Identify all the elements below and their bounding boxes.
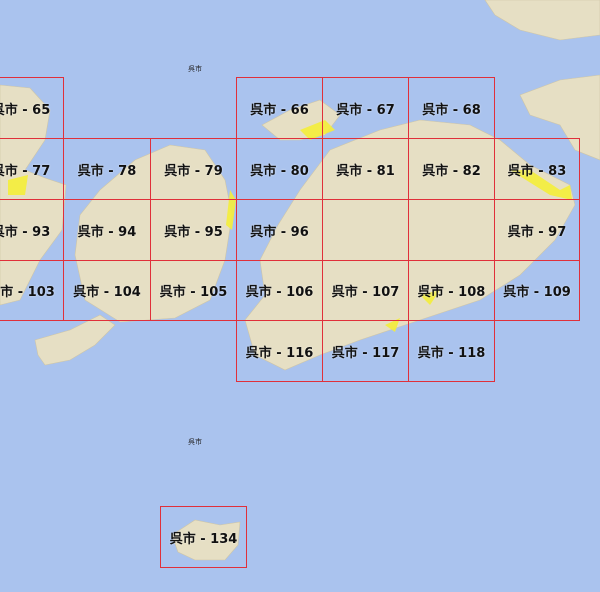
sheet-label: 呉市 - 94 bbox=[77, 224, 137, 240]
sheet-label: 呉市 - 83 bbox=[507, 163, 567, 179]
sheet-label: 呉市 - 66 bbox=[250, 102, 309, 118]
sheet-label: 呉市 - 108 bbox=[417, 285, 486, 300]
sheet-label: 呉市 - 80 bbox=[250, 163, 309, 179]
map-sheet-cell[interactable]: 呉市 - 97 bbox=[494, 199, 580, 261]
map-sheet-cell[interactable]: 呉市 - 94 bbox=[63, 199, 151, 261]
map-sheet-cell[interactable]: 呉市 - 108 bbox=[408, 260, 495, 321]
land-right bbox=[519, 74, 600, 161]
map-sheet-cell[interactable]: 呉市 - 107 bbox=[322, 260, 409, 321]
sheet-label: 呉市 - 107 bbox=[331, 285, 400, 300]
map-sheet-cell[interactable]: 呉市 - 104 bbox=[63, 260, 151, 321]
map-sheet-cell[interactable]: 呉市 - 134 bbox=[160, 506, 247, 568]
place-label: 呉市 bbox=[188, 65, 202, 73]
map-sheet-cell[interactable]: 呉市 - 118 bbox=[408, 320, 495, 382]
map-sheet-cell[interactable]: 呉市 - 68 bbox=[408, 77, 495, 139]
map-sheet-cell[interactable]: 呉市 - 103 bbox=[0, 260, 64, 321]
map-sheet-cell[interactable]: 呉市 - 95 bbox=[150, 199, 237, 261]
map-sheet-cell[interactable]: 呉市 - 116 bbox=[236, 320, 323, 382]
sheet-label: 呉市 - 81 bbox=[336, 163, 395, 179]
map-sheet-cell[interactable]: 呉市 - 80 bbox=[236, 138, 323, 200]
map-sheet-cell[interactable]: 呉市 - 78 bbox=[63, 138, 151, 200]
land-small-island bbox=[34, 314, 116, 366]
map-sheet-cell[interactable]: 呉市 - 65 bbox=[0, 77, 64, 139]
map-sheet-cell[interactable]: 呉市 - 79 bbox=[150, 138, 237, 200]
highlight-area bbox=[510, 170, 572, 200]
sheet-label: 呉市 - 96 bbox=[250, 224, 309, 240]
sheet-label: 呉市 - 79 bbox=[164, 163, 223, 179]
map-sheet-cell[interactable]: 呉市 - 66 bbox=[236, 77, 323, 139]
map-sheet-cell[interactable]: 呉市 - 117 bbox=[322, 320, 409, 382]
highlight-area bbox=[385, 318, 400, 332]
land-middle-island bbox=[74, 144, 233, 323]
sheet-label: 呉市 - 65 bbox=[0, 102, 51, 118]
sheet-label: 呉市 - 103 bbox=[0, 285, 55, 300]
highlight-area bbox=[420, 290, 440, 305]
map-sheet-cell[interactable]: 呉市 - 77 bbox=[0, 138, 64, 200]
map-sheet-cell[interactable]: 呉市 - 106 bbox=[236, 260, 323, 321]
land-top-right bbox=[484, 0, 600, 41]
sheet-label: 呉市 - 134 bbox=[169, 531, 238, 547]
map-sheet-cell[interactable]: 呉市 - 83 bbox=[494, 138, 580, 200]
sheet-label: 呉市 - 78 bbox=[77, 163, 137, 179]
place-label: 呉市 bbox=[188, 438, 202, 446]
sheet-label: 呉市 - 106 bbox=[245, 285, 314, 300]
map-sheet-cell[interactable]: 呉市 - 82 bbox=[408, 138, 495, 200]
map-sheet-cell[interactable] bbox=[322, 199, 409, 261]
land-main-island bbox=[244, 119, 576, 371]
sheet-label: 呉市 - 67 bbox=[336, 102, 395, 118]
sheet-label: 呉市 - 118 bbox=[417, 345, 486, 361]
map-sheet-cell[interactable]: 呉市 - 109 bbox=[494, 260, 580, 321]
sheet-label: 呉市 - 93 bbox=[0, 224, 51, 240]
map-sheet-cell[interactable]: 呉市 - 93 bbox=[0, 199, 64, 261]
highlight-area bbox=[300, 120, 335, 140]
sheet-label: 呉市 - 97 bbox=[507, 224, 567, 240]
sheet-label: 呉市 - 109 bbox=[503, 285, 571, 300]
highlight-area bbox=[226, 190, 236, 230]
sheet-label: 呉市 - 82 bbox=[422, 163, 481, 179]
map-sheet-cell[interactable]: 呉市 - 105 bbox=[150, 260, 237, 321]
sheet-label: 呉市 - 105 bbox=[159, 285, 228, 300]
highlight-area bbox=[8, 175, 28, 195]
sheet-label: 呉市 - 95 bbox=[164, 224, 223, 240]
land-left-island bbox=[0, 84, 67, 306]
sheet-label: 呉市 - 77 bbox=[0, 163, 51, 179]
sheet-label: 呉市 - 68 bbox=[422, 102, 481, 118]
sheet-label: 呉市 - 117 bbox=[331, 345, 400, 361]
sheet-label: 呉市 - 104 bbox=[73, 285, 141, 300]
sheet-label: 呉市 - 116 bbox=[245, 345, 314, 361]
map-sheet-cell[interactable]: 呉市 - 67 bbox=[322, 77, 409, 139]
map-sheet-cell[interactable]: 呉市 - 96 bbox=[236, 199, 323, 261]
land-island-134 bbox=[171, 519, 241, 561]
map-sheet-cell[interactable] bbox=[408, 199, 495, 261]
map-sheet-cell[interactable]: 呉市 - 81 bbox=[322, 138, 409, 200]
